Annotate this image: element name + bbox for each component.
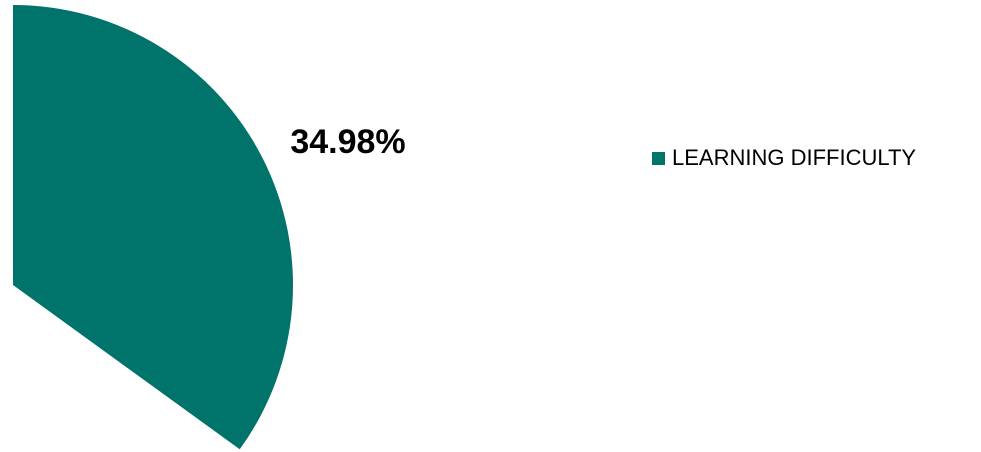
pie-slice bbox=[13, 5, 293, 450]
value-label: 34.98% bbox=[290, 123, 405, 161]
legend-swatch bbox=[652, 152, 665, 165]
legend-label: LEARNING DIFFICULTY bbox=[672, 145, 916, 170]
